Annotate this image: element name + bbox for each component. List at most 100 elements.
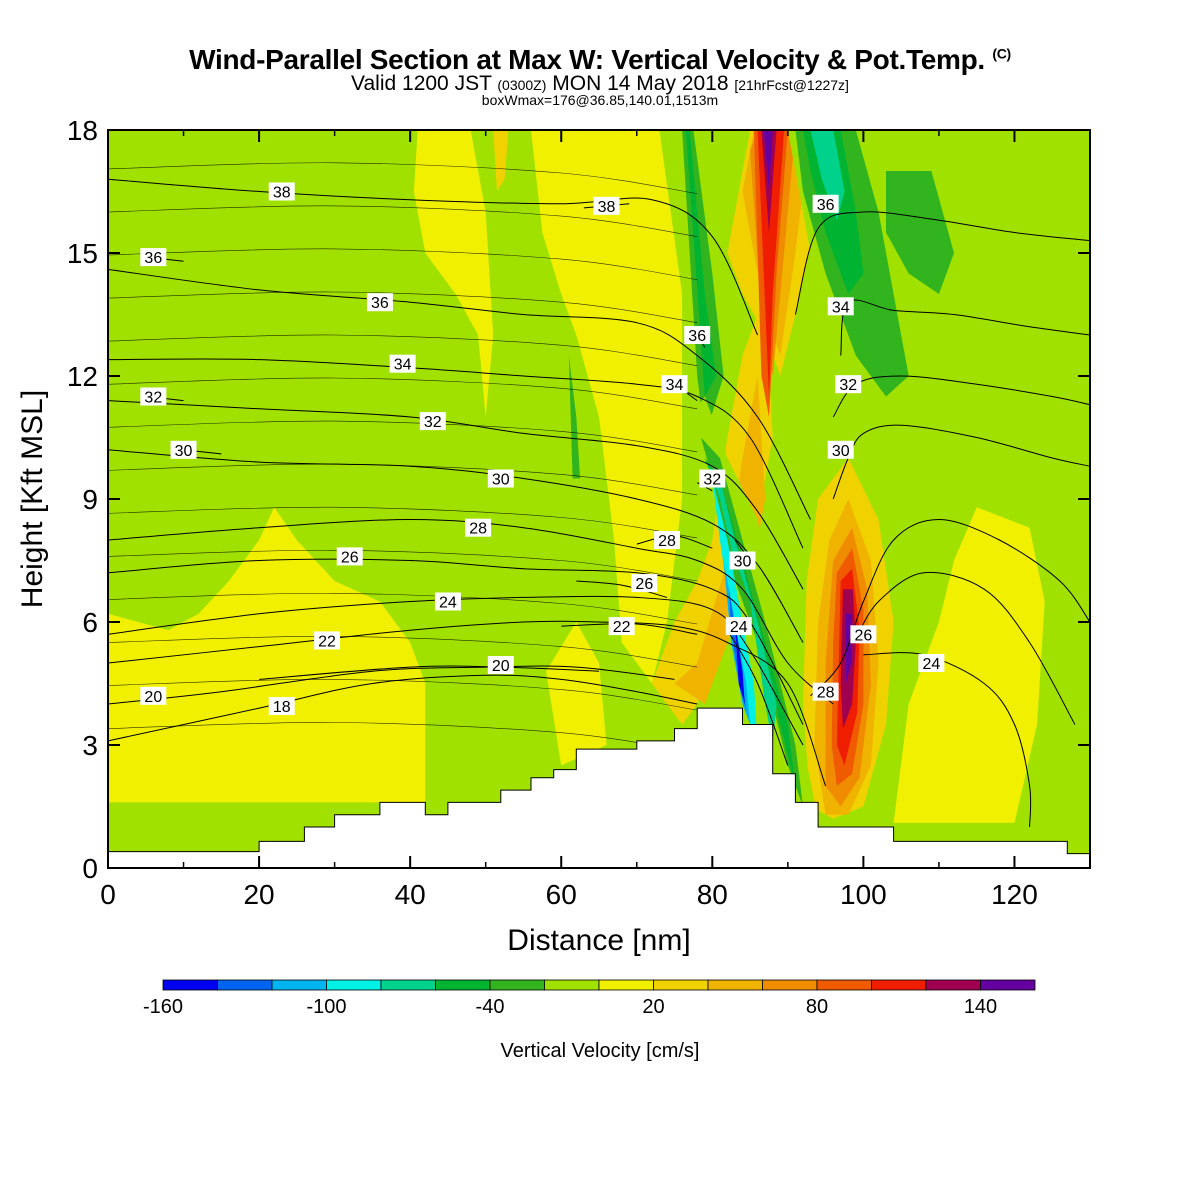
y-axis-label: Height [Kft MSL] [16, 390, 49, 608]
isentrope-label-box [918, 654, 945, 672]
isentrope-label-text: 32 [424, 414, 442, 431]
isentrope-line [108, 518, 834, 705]
isentrope-label-text: 36 [817, 197, 835, 214]
w-region [568, 355, 581, 479]
colorbar-tick-label: -100 [306, 996, 346, 1018]
isentrope-line [108, 291, 698, 323]
isentrope-label-text: 32 [839, 377, 857, 394]
chart-title: Wind-Parallel Section at Max W: Vertical… [0, 44, 1200, 76]
x-tick-label: 40 [395, 879, 426, 910]
w-region [546, 622, 607, 766]
isentrope-label-text: 22 [613, 619, 631, 636]
copyright-mark: (C) [992, 45, 1011, 62]
plot-area: 18 20 20 22 22 24 24 24 26 26 26 28 28 28 30 30 30 30 32 32… [108, 130, 1090, 868]
isentrope-label-box [434, 592, 461, 611]
w-region [493, 130, 509, 192]
y-tick-label: 15 [67, 238, 98, 269]
terrain [108, 707, 1090, 868]
colorbar-tick-label: -160 [143, 996, 183, 1018]
w-region [893, 507, 1045, 823]
isentrope-label-box [314, 631, 341, 650]
isentrope-line [726, 629, 789, 766]
isentrope-line [108, 592, 698, 625]
isentrope-label-box [631, 574, 658, 593]
colorbar-tick-label: -40 [476, 996, 505, 1018]
isentrope-label: 36 [812, 194, 839, 214]
isentrope-label: 28 [653, 531, 680, 550]
isentrope-label-text: 34 [394, 357, 412, 374]
colorbar-swatch [435, 979, 491, 991]
isentrope-label: 28 [465, 518, 492, 538]
x-tick-label: 20 [243, 879, 274, 910]
isentrope-label-box [140, 248, 167, 267]
isentrope-label: 30 [487, 469, 514, 489]
isentrope-label: 22 [608, 617, 635, 636]
isentrope-label-text: 22 [318, 633, 336, 650]
isentrope-label: 24 [918, 654, 945, 673]
isentrope-label-text: 20 [492, 658, 510, 675]
isentrope-line [108, 334, 698, 366]
colorbar-swatch [489, 979, 545, 991]
isentrope-label-box [835, 375, 862, 394]
isentrope-label-text: 18 [273, 699, 291, 716]
isentrope-label-box [336, 547, 363, 566]
w-region [712, 478, 758, 745]
isentrope-label-text: 26 [341, 549, 359, 566]
w-region [701, 437, 803, 807]
isentrope-label: 38 [593, 196, 620, 216]
w-region [735, 622, 745, 704]
isentrope-label: 24 [434, 592, 461, 612]
isentrope-label-box [684, 326, 711, 344]
isentrope-line [108, 636, 698, 668]
x-tick-label: 60 [546, 879, 577, 910]
isentrope-line [810, 518, 1090, 697]
colorbar-swatch [653, 979, 709, 991]
isentrope-label-text: 28 [658, 533, 676, 550]
isentrope-label: 30 [827, 440, 854, 460]
isentrope-label-text: 26 [635, 576, 653, 593]
colorbar-tick-label: 80 [806, 996, 828, 1018]
isentrope-line [108, 205, 698, 237]
isentrope-label: 34 [661, 375, 688, 394]
y-tick-label: 12 [67, 361, 98, 392]
isentrope-label: 20 [140, 686, 167, 706]
isentrope-label: 32 [140, 387, 167, 407]
colorbar-swatch [816, 979, 872, 991]
colorbar-swatch [598, 979, 654, 991]
isentrope-label-text: 24 [922, 656, 940, 673]
isentrope-line [108, 358, 804, 549]
isentrope-label: 34 [827, 297, 854, 316]
w-region [108, 507, 426, 803]
isentrope-line [108, 248, 698, 280]
isentrope-line [108, 595, 804, 746]
isentrope-line [108, 400, 804, 590]
isentrope-label-text: 38 [598, 199, 616, 216]
y-tick-label: 6 [82, 607, 98, 638]
isentrope-label: 24 [725, 617, 752, 636]
isentrope-label: 18 [268, 697, 295, 716]
isentrope-label-text: 24 [439, 595, 457, 612]
isentrope-line [108, 268, 811, 520]
isentrope-line [108, 679, 698, 711]
x-axis-label: Distance [nm] [507, 924, 690, 957]
isentrope-label: 26 [850, 625, 877, 644]
w-region [886, 171, 954, 294]
field-layer: 18 20 20 22 22 24 24 24 26 26 26 28 28 28 30 30 30 30 32 32… [108, 130, 1090, 868]
isentrope-label: 26 [336, 547, 363, 566]
colorbar-swatch [980, 979, 1036, 991]
colorbar-swatch [380, 979, 436, 991]
colorbar-tick-label: 140 [964, 996, 997, 1018]
x-tick-label: 80 [697, 879, 728, 910]
isentrope-label: 32 [419, 412, 446, 431]
isentrope-label-text: 26 [854, 627, 872, 644]
valid-zulu: (0300Z) [497, 77, 547, 93]
isentrope-label: 38 [268, 182, 295, 202]
isentrope-label-box [487, 656, 514, 675]
isentrope-label-text: 36 [688, 328, 706, 345]
isentrope-label-box [661, 375, 688, 394]
isentrope-line [108, 506, 698, 539]
isentrope-label-box [593, 196, 620, 215]
isentrope-label-box [729, 551, 756, 570]
colorbar-swatch [217, 979, 273, 991]
